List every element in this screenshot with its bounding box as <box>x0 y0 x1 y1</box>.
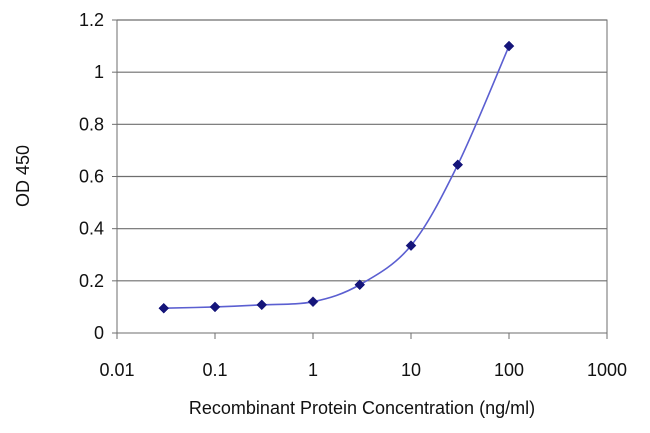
y-tick-label: 1 <box>94 62 104 82</box>
y-tick-label: 1.2 <box>79 10 104 30</box>
data-point <box>354 279 366 291</box>
grid-lines <box>112 19 608 339</box>
y-tick-label: 0.2 <box>79 271 104 291</box>
y-tick-label: 0.8 <box>79 114 104 134</box>
y-tick-labels: 0 0.2 0.4 0.6 0.8 1 1.2 <box>79 10 104 343</box>
data-point <box>256 299 268 311</box>
x-tick-label: 100 <box>494 360 524 380</box>
x-tick-label: 1 <box>308 360 318 380</box>
y-tick-label: 0 <box>94 323 104 343</box>
data-point <box>503 40 515 52</box>
x-tick-label: 1000 <box>587 360 627 380</box>
x-tick-label: 10 <box>401 360 421 380</box>
y-axis-title: OD 450 <box>13 145 33 207</box>
data-series <box>158 40 515 314</box>
data-point <box>209 301 221 313</box>
data-point <box>307 296 319 308</box>
y-tick-label: 0.6 <box>79 167 104 187</box>
x-tick-labels: 0.01 0.1 1 10 100 1000 <box>99 360 627 380</box>
data-point <box>405 240 417 251</box>
data-point <box>452 159 464 171</box>
x-tick-label: 0.1 <box>202 360 227 380</box>
x-axis-title: Recombinant Protein Concentration (ng/ml… <box>189 398 535 418</box>
data-point <box>158 302 170 314</box>
x-tick-label: 0.01 <box>99 360 134 380</box>
y-tick-label: 0.4 <box>79 219 104 239</box>
